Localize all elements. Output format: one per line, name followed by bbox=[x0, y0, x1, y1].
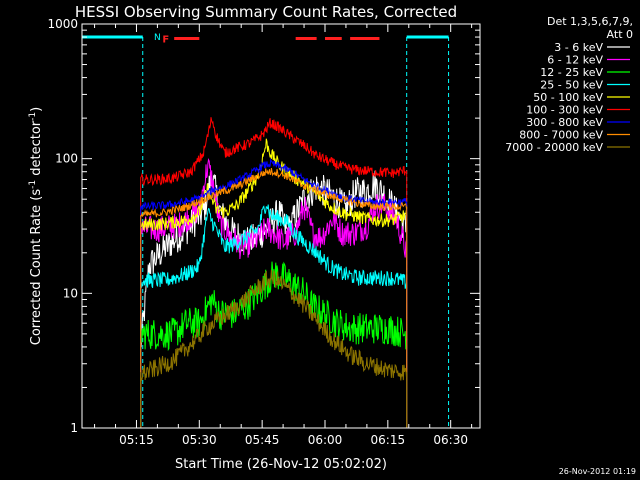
legend-label: 25 - 50 keV bbox=[540, 79, 603, 92]
legend-header: Det 1,3,5,6,7,9, bbox=[547, 15, 633, 28]
y-tick-label: 1000 bbox=[47, 17, 78, 31]
footer-date: 26-Nov-2012 01:19 bbox=[559, 467, 636, 476]
y-axis-label-sup: -1 bbox=[28, 180, 38, 189]
x-tick-label: 06:30 bbox=[433, 433, 468, 447]
legend-label: 50 - 100 keV bbox=[533, 91, 603, 104]
y-axis-label-sup: -1 bbox=[28, 112, 38, 121]
legend-label: 6 - 12 keV bbox=[547, 54, 603, 67]
legend-label: 800 - 7000 keV bbox=[519, 129, 603, 142]
legend-label: 3 - 6 keV bbox=[554, 41, 603, 54]
legend-label: 300 - 800 keV bbox=[526, 116, 603, 129]
axes: 1 10 100 1000 05:15 05:30 05:45 06:00 06:15 06:30 bbox=[47, 17, 480, 447]
legend-label: 12 - 25 keV bbox=[540, 66, 603, 79]
y-tick-label: 100 bbox=[55, 152, 78, 166]
series-line bbox=[140, 204, 408, 428]
legend-label: 7000 - 20000 keV bbox=[505, 141, 603, 154]
series-line bbox=[140, 168, 408, 428]
x-tick-label: 05:15 bbox=[119, 433, 154, 447]
y-axis-label: Corrected Count Rate (s-1 detector-1) bbox=[28, 107, 44, 345]
series-line bbox=[140, 170, 408, 428]
series-line bbox=[140, 117, 408, 428]
legend-header: Att 0 bbox=[607, 28, 633, 41]
y-tick-label: 1 bbox=[70, 421, 78, 435]
series-line bbox=[140, 269, 408, 428]
y-axis-label-part: detector bbox=[29, 120, 44, 180]
chart-title: HESSI Observing Summary Count Rates, Cor… bbox=[75, 3, 457, 21]
series-line bbox=[140, 157, 408, 428]
x-tick-label: 06:15 bbox=[371, 433, 406, 447]
y-axis-label-part: ) bbox=[29, 107, 44, 112]
x-tick-label: 05:45 bbox=[245, 433, 280, 447]
series-line bbox=[140, 138, 408, 428]
x-tick-label: 06:00 bbox=[308, 433, 343, 447]
x-axis-label: Start Time (26-Nov-12 05:02:02) bbox=[175, 457, 387, 472]
night-label: N bbox=[154, 33, 161, 43]
y-axis-label-part: Corrected Count Rate (s bbox=[29, 189, 44, 346]
legend-label: 100 - 300 keV bbox=[526, 104, 603, 117]
plot-frame bbox=[81, 23, 481, 429]
flare-label: F bbox=[162, 35, 169, 46]
x-tick-label: 05:30 bbox=[182, 433, 217, 447]
y-tick-label: 10 bbox=[63, 286, 78, 300]
